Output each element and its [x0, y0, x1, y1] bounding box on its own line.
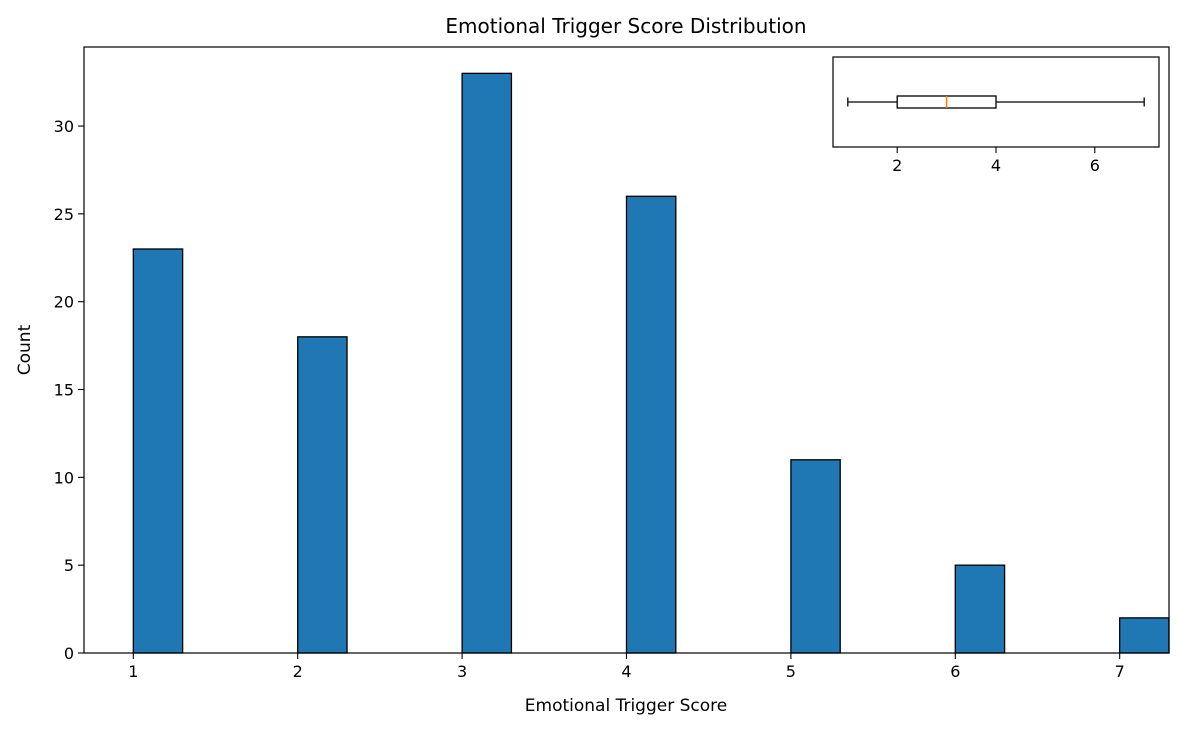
main-plot-area: 1 2 3 4 5 6 7 0 5 10 15 20 25 30 — [54, 46, 1170, 681]
y-tick-label-0: 0 — [64, 644, 74, 663]
bar-6 — [954, 564, 1006, 654]
y-tick-label-10: 10 — [54, 468, 74, 487]
x-tick-label-4: 4 — [621, 662, 631, 681]
inset-x-tick-label-6: 6 — [1090, 156, 1100, 175]
x-axis-label: Emotional Trigger Score — [525, 696, 727, 716]
y-axis-label: Count — [15, 324, 35, 375]
x-tick-label-2: 2 — [293, 662, 303, 681]
inset-boxplot: 2 4 6 — [832, 56, 1160, 175]
x-tick-label-6: 6 — [950, 662, 960, 681]
x-tick-label-5: 5 — [786, 662, 796, 681]
x-tick-label-1: 1 — [128, 662, 138, 681]
x-tick-label-7: 7 — [1115, 662, 1125, 681]
y-tick-label-20: 20 — [54, 293, 74, 312]
y-tick-label-5: 5 — [64, 556, 74, 575]
bar-2 — [297, 336, 348, 654]
x-tick-label-3: 3 — [457, 662, 467, 681]
bar-1 — [132, 248, 184, 654]
bar-4 — [625, 195, 677, 654]
bar-7 — [1119, 617, 1170, 654]
y-tick-label-15: 15 — [54, 381, 74, 400]
chart-title: Emotional Trigger Score Distribution — [445, 14, 806, 38]
y-tick-label-30: 30 — [54, 117, 74, 136]
inset-x-tick-label-2: 2 — [892, 156, 902, 175]
bar-5 — [790, 459, 841, 654]
inset-x-tick-label-4: 4 — [991, 156, 1001, 175]
bar-3 — [461, 72, 513, 654]
y-tick-label-25: 25 — [54, 205, 74, 224]
